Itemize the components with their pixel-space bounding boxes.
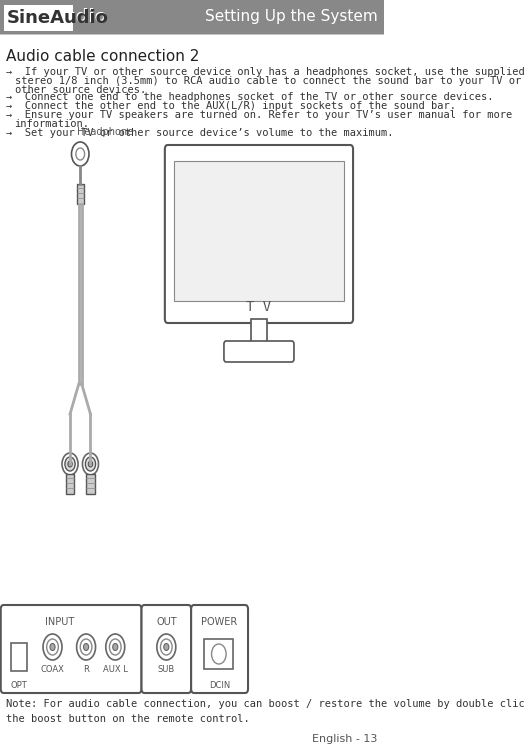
Text: Audio cable connection 2: Audio cable connection 2 — [6, 49, 199, 64]
Circle shape — [80, 639, 92, 655]
Bar — [204, 639, 234, 669]
Text: →  If your TV or other source device only has a headphones socket, use the suppl: → If your TV or other source device only… — [6, 67, 524, 77]
Text: OPT: OPT — [11, 681, 27, 690]
Circle shape — [68, 461, 72, 467]
Circle shape — [76, 148, 85, 160]
Circle shape — [88, 461, 93, 467]
Text: Setting Up the System: Setting Up the System — [205, 10, 378, 25]
Bar — [11, 643, 27, 671]
Text: SineAudio: SineAudio — [6, 9, 108, 27]
FancyBboxPatch shape — [1, 605, 141, 693]
FancyBboxPatch shape — [191, 605, 248, 693]
Circle shape — [83, 453, 98, 475]
Text: SUB: SUB — [158, 665, 175, 674]
Circle shape — [85, 457, 96, 471]
Text: Note: For audio cable connection, you can boost / restore the volume by double c: Note: For audio cable connection, you ca… — [6, 699, 526, 724]
Text: DCIN: DCIN — [209, 681, 230, 690]
FancyBboxPatch shape — [4, 5, 73, 31]
Text: R: R — [83, 665, 89, 674]
Circle shape — [211, 644, 226, 664]
Bar — [66, 474, 74, 494]
Text: other source devices.: other source devices. — [15, 85, 146, 95]
FancyBboxPatch shape — [0, 0, 383, 34]
Circle shape — [72, 142, 89, 166]
Circle shape — [160, 639, 172, 655]
Circle shape — [113, 643, 118, 650]
Circle shape — [84, 643, 88, 650]
Text: AUX L: AUX L — [103, 665, 128, 674]
Text: SineAudio: SineAudio — [6, 8, 108, 26]
Circle shape — [43, 634, 62, 660]
Text: information.: information. — [15, 119, 89, 129]
Text: →  Ensure your TV speakers are turned on. Refer to your TV’s user manual for mor: → Ensure your TV speakers are turned on.… — [6, 110, 512, 120]
Text: OUT: OUT — [156, 617, 177, 627]
Text: stereo 1/8 inch (3.5mm) to RCA audio cable to connect the sound bar to your TV o: stereo 1/8 inch (3.5mm) to RCA audio cab… — [15, 76, 521, 86]
Circle shape — [65, 457, 75, 471]
FancyBboxPatch shape — [224, 341, 294, 362]
FancyBboxPatch shape — [174, 161, 345, 301]
Text: →  Connect one end to the headphones socket of the TV or other source devices.: → Connect one end to the headphones sock… — [6, 92, 493, 102]
Text: POWER: POWER — [201, 617, 238, 627]
Bar — [86, 474, 95, 494]
Circle shape — [77, 634, 96, 660]
Bar — [77, 184, 84, 204]
FancyBboxPatch shape — [141, 605, 191, 693]
Text: T V: T V — [246, 300, 271, 314]
Text: COAX: COAX — [41, 665, 65, 674]
Circle shape — [164, 643, 169, 650]
Text: →  Set your TV or other source device’s volume to the maximum.: → Set your TV or other source device’s v… — [6, 128, 393, 138]
FancyBboxPatch shape — [165, 145, 353, 323]
Text: →  Connect the other end to the AUX(L/R) input sockets of the sound bar.: → Connect the other end to the AUX(L/R) … — [6, 101, 456, 111]
Circle shape — [47, 639, 58, 655]
Circle shape — [109, 639, 121, 655]
Circle shape — [62, 453, 78, 475]
Circle shape — [157, 634, 176, 660]
Bar — [251, 319, 267, 344]
Text: English - 13: English - 13 — [312, 734, 378, 744]
Circle shape — [106, 634, 125, 660]
Text: INPUT: INPUT — [45, 617, 75, 627]
Text: Headphone: Headphone — [77, 127, 133, 137]
Circle shape — [50, 643, 55, 650]
